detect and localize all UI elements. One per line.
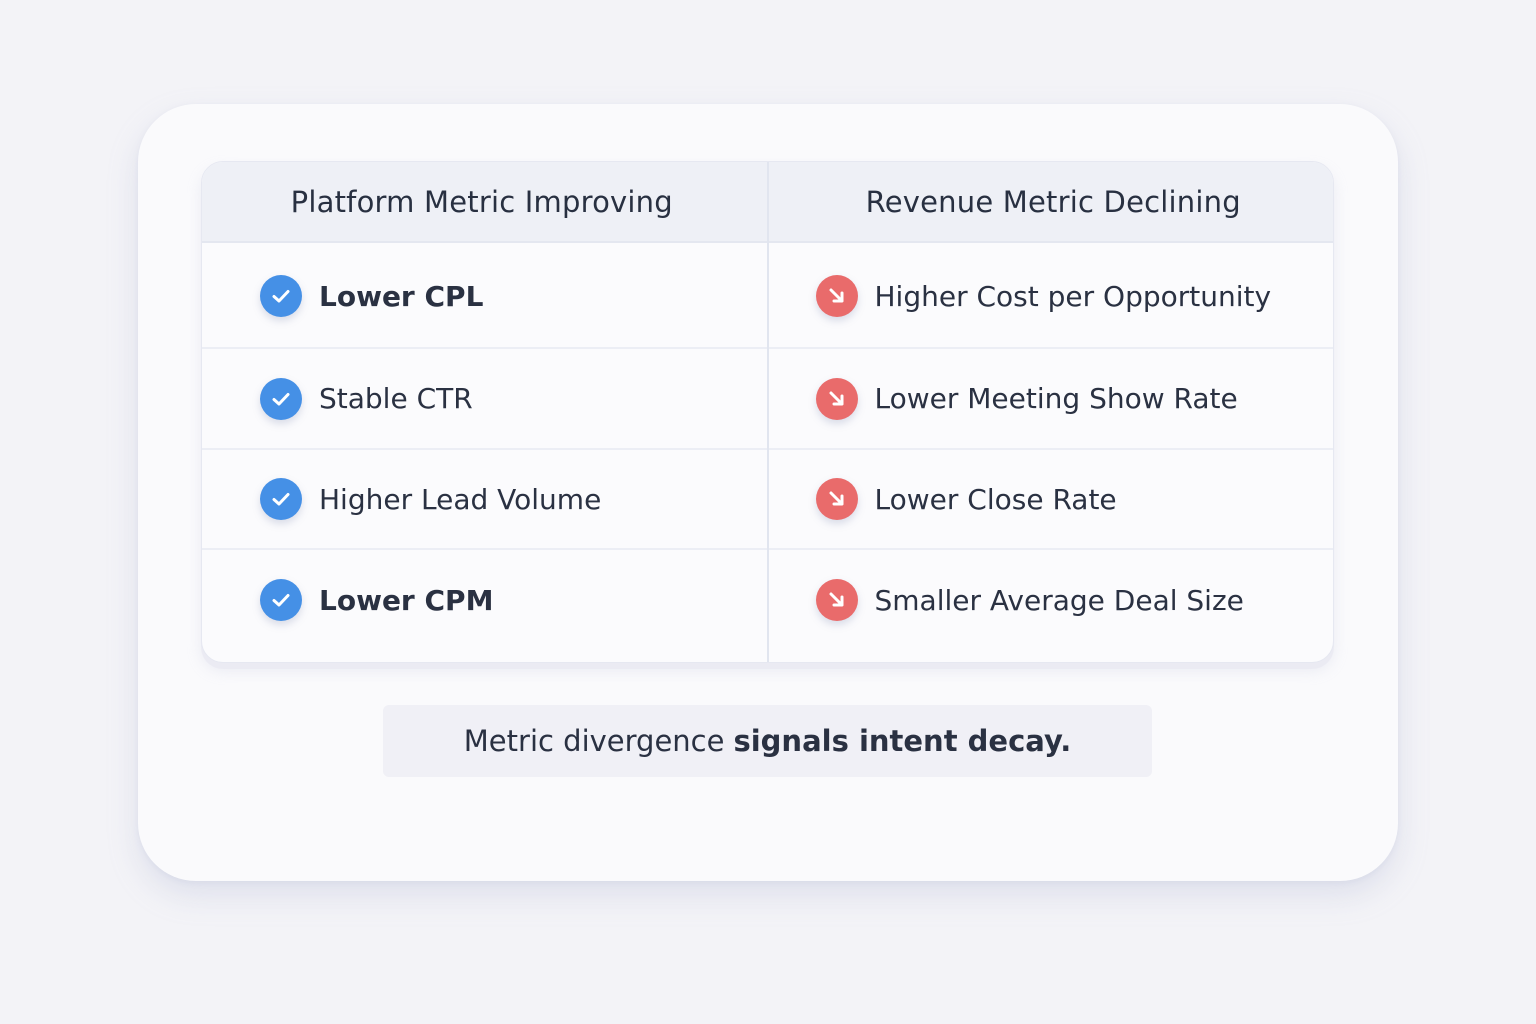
platform-metric-label: Lower CPM	[319, 583, 494, 617]
platform-metric-cell: Higher Lead Volume	[202, 450, 768, 548]
arrow-down-right-icon	[815, 579, 858, 621]
revenue-metric-label: Higher Cost per Opportunity	[874, 279, 1272, 313]
check-circle-icon	[260, 579, 302, 621]
header-revenue-metric-declining: Revenue Metric Declining	[865, 184, 1241, 219]
platform-metric-label: Stable CTR	[319, 382, 473, 415]
platform-metric-cell: Lower CPM	[202, 550, 768, 650]
revenue-metric-label: Smaller Average Deal Size	[874, 583, 1244, 617]
table-row: Lower CPM Smaller Average Deal Size	[202, 550, 1333, 650]
revenue-metric-label: Lower Close Rate	[874, 482, 1117, 516]
arrow-down-right-icon	[815, 478, 858, 520]
revenue-metric-cell: Lower Close Rate	[768, 450, 1334, 548]
column-divider	[767, 162, 769, 662]
table-row: Lower CPL Higher Cost per Opportunity	[202, 245, 1333, 349]
check-circle-icon	[260, 478, 302, 520]
metric-comparison-table: Platform Metric Improving Revenue Metric…	[201, 161, 1334, 663]
arrow-down-right-icon	[815, 275, 858, 317]
platform-metric-cell: Stable CTR	[202, 349, 768, 448]
revenue-metric-label: Lower Meeting Show Rate	[874, 382, 1238, 415]
revenue-metric-cell: Smaller Average Deal Size	[768, 550, 1334, 650]
summary-text: Metric divergence	[463, 724, 725, 758]
check-circle-icon	[260, 275, 302, 317]
check-circle-icon	[260, 377, 302, 420]
header-platform-metric-improving: Platform Metric Improving	[290, 184, 673, 219]
platform-metric-cell: Lower CPL	[202, 245, 768, 347]
platform-metric-label: Higher Lead Volume	[319, 482, 602, 516]
revenue-metric-cell: Lower Meeting Show Rate	[768, 349, 1334, 448]
summary-callout: Metric divergence signals intent decay.	[383, 705, 1152, 777]
platform-metric-label: Lower CPL	[319, 279, 484, 313]
comparison-card: Platform Metric Improving Revenue Metric…	[138, 104, 1398, 881]
revenue-metric-cell: Higher Cost per Opportunity	[768, 245, 1334, 347]
summary-emphasis: signals intent decay.	[733, 724, 1072, 758]
arrow-down-right-icon	[815, 377, 858, 420]
